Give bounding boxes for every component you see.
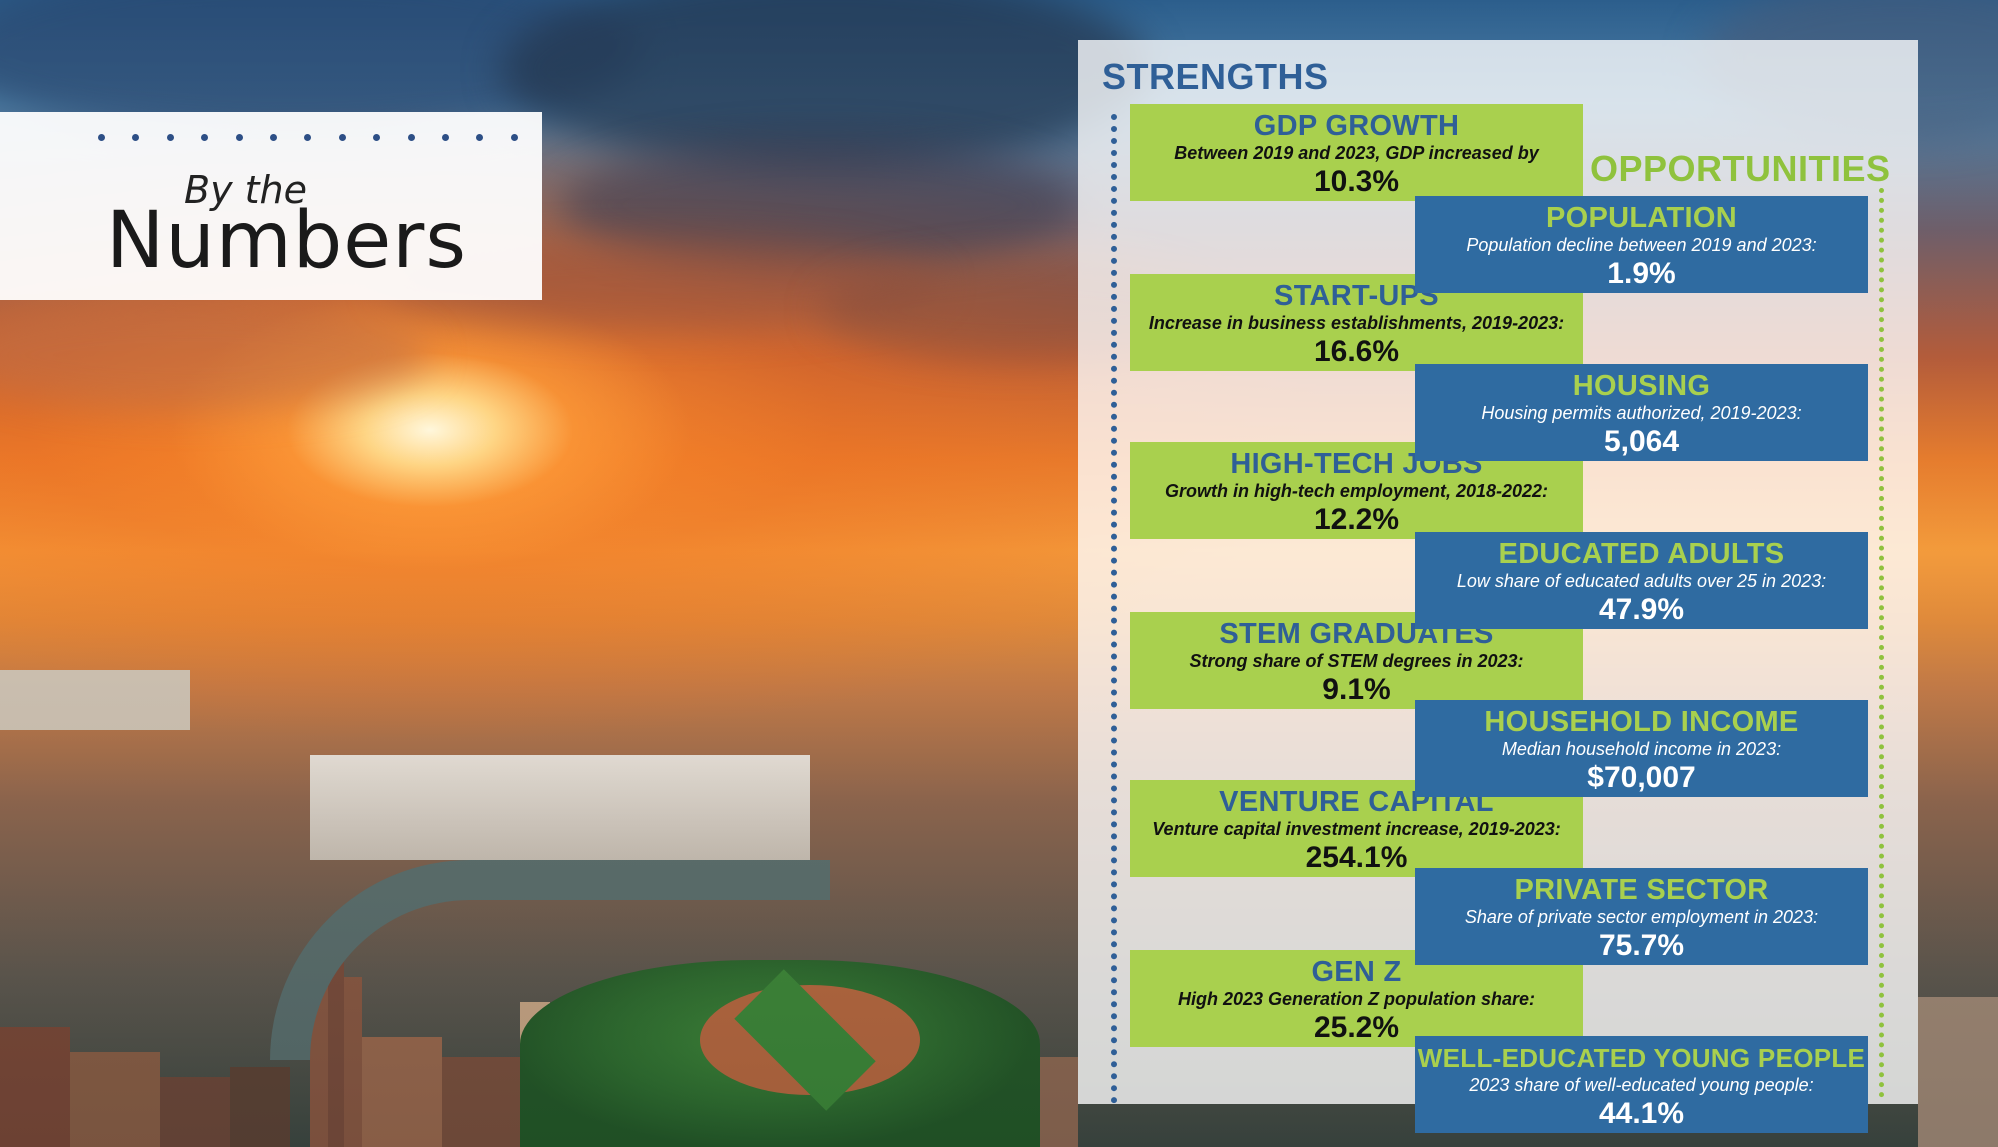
opportunity-card-well-educated-young-people: WELL-EDUCATED YOUNG PEOPLE 2023 share of… [1415, 1036, 1868, 1133]
opportunity-card-population: POPULATION Population decline between 20… [1415, 196, 1868, 293]
card-description: Low share of educated adults over 25 in … [1456, 571, 1827, 591]
arena-building [310, 755, 810, 860]
card-title: HOUSEHOLD INCOME [1484, 706, 1799, 738]
opportunity-card-household-income: HOUSEHOLD INCOME Median household income… [1415, 700, 1868, 797]
card-value: 16.6% [1313, 335, 1400, 368]
card-title: GEN Z [1311, 956, 1402, 988]
card-description: Housing permits authorized, 2019-2023: [1481, 403, 1802, 423]
card-title: POPULATION [1546, 202, 1737, 234]
card-title: PRIVATE SECTOR [1514, 874, 1769, 906]
strengths-dotted-line [1111, 114, 1117, 1104]
strength-card-high-tech-jobs: HIGH-TECH JOBS Growth in high-tech emplo… [1130, 442, 1583, 539]
card-value: 254.1% [1305, 841, 1408, 874]
title-by-the: By the [184, 168, 307, 212]
card-value: 75.7% [1598, 929, 1685, 962]
cloud [0, 300, 430, 410]
opportunity-card-housing: HOUSING Housing permits authorized, 2019… [1415, 364, 1868, 461]
card-title: WELL-EDUCATED YOUNG PEOPLE [1417, 1043, 1866, 1073]
opportunities-dotted-line [1879, 188, 1884, 1098]
card-description: Venture capital investment increase, 201… [1152, 819, 1561, 839]
card-description: Share of private sector employment in 20… [1464, 907, 1819, 927]
card-value: 44.1% [1598, 1097, 1685, 1130]
card-value: 1.9% [1607, 257, 1676, 290]
strength-card-gen-z: GEN Z High 2023 Generation Z population … [1130, 950, 1583, 1047]
title-numbers: Numbers [106, 196, 467, 286]
card-description: Between 2019 and 2023, GDP increased by [1174, 143, 1539, 163]
strength-card-start-ups: START-UPS Increase in business establish… [1130, 274, 1583, 371]
opportunities-heading: OPPORTUNITIES [1590, 148, 1891, 189]
card-description: Population decline between 2019 and 2023… [1466, 235, 1817, 255]
card-value: 25.2% [1313, 1011, 1400, 1044]
card-title: START-UPS [1274, 280, 1439, 312]
strengths-heading: STRENGTHS [1102, 56, 1329, 97]
card-description: Median household income in 2023: [1501, 739, 1782, 759]
card-description: 2023 share of well-educated young people… [1469, 1075, 1814, 1095]
card-description: High 2023 Generation Z population share: [1177, 989, 1536, 1009]
opportunity-card-private-sector: PRIVATE SECTOR Share of private sector e… [1415, 868, 1868, 965]
card-description: Increase in business establishments, 201… [1148, 313, 1565, 333]
opportunity-card-educated-adults: EDUCATED ADULTS Low share of educated ad… [1415, 532, 1868, 629]
card-value: 9.1% [1322, 673, 1391, 706]
card-title: EDUCATED ADULTS [1498, 538, 1785, 570]
title-card [0, 112, 542, 300]
card-title: HOUSING [1572, 370, 1711, 402]
card-value: 5,064 [1603, 425, 1680, 458]
card-value: $70,007 [1587, 761, 1696, 794]
card-value: 47.9% [1598, 593, 1685, 626]
card-title: GDP GROWTH [1253, 110, 1460, 142]
card-value: 10.3% [1313, 165, 1400, 198]
strength-card-gdp-growth: GDP GROWTH Between 2019 and 2023, GDP in… [1130, 104, 1583, 201]
card-value: 12.2% [1313, 503, 1400, 536]
card-description: Growth in high-tech employment, 2018-202… [1164, 481, 1549, 501]
title-dots [98, 134, 518, 146]
card-description: Strong share of STEM degrees in 2023: [1189, 651, 1524, 671]
